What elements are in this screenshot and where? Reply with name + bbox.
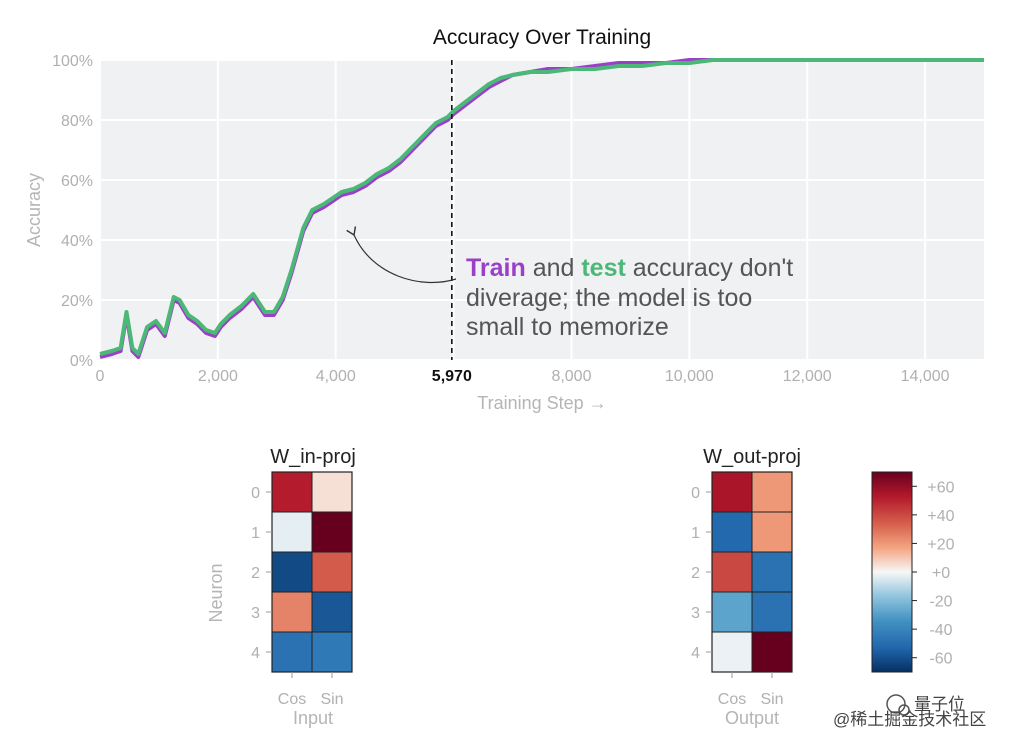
x-tick-label: 0	[96, 368, 105, 385]
column-label: Cos	[718, 691, 746, 708]
annotation-train-word: Train	[466, 254, 526, 282]
grid	[99, 59, 984, 361]
row-label: 2	[251, 565, 260, 582]
colorbar-tick-label: +0	[932, 565, 950, 582]
row-label: 1	[691, 525, 700, 542]
heatmap-cell	[311, 471, 353, 513]
row-label: 2	[691, 565, 700, 582]
row-label: 1	[251, 525, 260, 542]
y-tick-group: 0% 20% 40% 60% 80% 100%	[52, 53, 93, 370]
heatmap-cell	[271, 511, 313, 553]
heatmap-in-ylabel: Neuron	[206, 563, 226, 622]
row-label: 3	[251, 605, 260, 622]
heatmap-cell	[751, 591, 793, 633]
annotation-text-line1: Train and test accuracy don't	[466, 254, 793, 282]
watermark-line1: 量子位	[914, 695, 965, 714]
annotation-arrow	[346, 226, 457, 283]
colorbar: +60 +40 +20 +0 -20 -40 -60	[871, 471, 955, 673]
colorbar-gradient	[871, 471, 913, 673]
row-label: 0	[691, 485, 700, 502]
colorbar-tick-group: +60 +40 +20 +0 -20 -40 -60	[912, 479, 955, 668]
heatmap-cell	[711, 471, 753, 513]
y-tick-label: 0%	[70, 353, 93, 370]
y-tick-label: 60%	[61, 173, 93, 190]
heatmap-cell	[751, 511, 793, 553]
x-tick-label: 10,000	[665, 368, 714, 385]
annotation-and: and	[526, 254, 582, 282]
annotation-test-word: test	[581, 254, 626, 282]
heatmap-cell	[711, 551, 753, 593]
series-line-test	[99, 58, 984, 356]
y-tick-label: 100%	[52, 53, 93, 70]
colorbar-tick-label: +20	[927, 536, 954, 553]
heatmap-cell	[271, 591, 313, 633]
chart-title: Accuracy Over Training	[433, 26, 651, 49]
watermark-logo-icon	[886, 694, 906, 714]
heatmap-cell	[271, 471, 313, 513]
accuracy-chart: 0 2,000 4,000 8,000 10,000 12,000 14,0005,970 …	[24, 26, 984, 413]
x-axis-label: Training Step →	[477, 393, 606, 413]
plot-area	[100, 60, 984, 360]
heatmap-cell	[311, 591, 353, 633]
heatmap-cell	[751, 471, 793, 513]
heatmap-w-in-proj: 0 1 2 3 4 Cos Sin	[251, 471, 353, 708]
vline-label: 5,970	[432, 368, 472, 385]
colorbar-tick-label: -20	[929, 594, 952, 611]
colorbar-tick-label: +40	[927, 508, 954, 525]
y-tick-label: 20%	[61, 293, 93, 310]
column-label: Sin	[320, 691, 343, 708]
row-label: 0	[251, 485, 260, 502]
row-label: 4	[691, 645, 700, 662]
colorbar-tick-label: -40	[929, 622, 952, 639]
heatmap-cell	[751, 631, 793, 673]
row-label: 4	[251, 645, 260, 662]
x-tick-label: 14,000	[901, 368, 950, 385]
watermark-logo-dot-icon	[898, 704, 910, 716]
column-label: Sin	[760, 691, 783, 708]
colorbar-tick-label: +60	[927, 479, 954, 496]
watermark: 量子位 @稀土掘金技术社区	[833, 694, 986, 729]
series-line-train	[99, 58, 984, 359]
heatmap-cell	[271, 631, 313, 673]
annotation-text-line2: diverage; the model is too	[466, 284, 752, 312]
heatmap-cell	[711, 591, 753, 633]
heatmap-cell	[711, 511, 753, 553]
heatmap-cell	[311, 511, 353, 553]
heatmap-cell	[311, 551, 353, 593]
column-label: Cos	[278, 691, 306, 708]
heatmap-in-xlabel: Input	[293, 708, 333, 728]
x-tick-label: 4,000	[316, 368, 356, 385]
heatmap-cell	[311, 631, 353, 673]
row-label: 3	[691, 605, 700, 622]
x-tick-label: 2,000	[198, 368, 238, 385]
colorbar-tick-label: -60	[929, 651, 952, 668]
annotation-rest: accuracy don't	[626, 254, 793, 282]
x-tick-group: 0 2,000 4,000 8,000 10,000 12,000 14,000 5,970	[96, 368, 950, 385]
x-tick-label: 12,000	[783, 368, 832, 385]
heatmap-out-xlabel: Output	[725, 708, 779, 728]
y-tick-label: 80%	[61, 113, 93, 130]
y-tick-label: 40%	[61, 233, 93, 250]
heatmap-cell	[751, 551, 793, 593]
x-tick-label: 8,000	[551, 368, 591, 385]
heatmap-w-out-proj: 0 1 2 3 4 Cos Sin	[691, 471, 793, 708]
heatmap-cell	[711, 631, 753, 673]
heatmap-out-title: W_out-proj	[703, 446, 801, 468]
series-group	[99, 58, 984, 359]
heatmap-cell	[271, 551, 313, 593]
heatmap-in-title: W_in-proj	[270, 446, 356, 468]
y-axis-label: Accuracy	[24, 173, 44, 247]
watermark-line2: @稀土掘金技术社区	[833, 710, 986, 729]
annotation-text-line3: small to memorize	[466, 313, 669, 341]
